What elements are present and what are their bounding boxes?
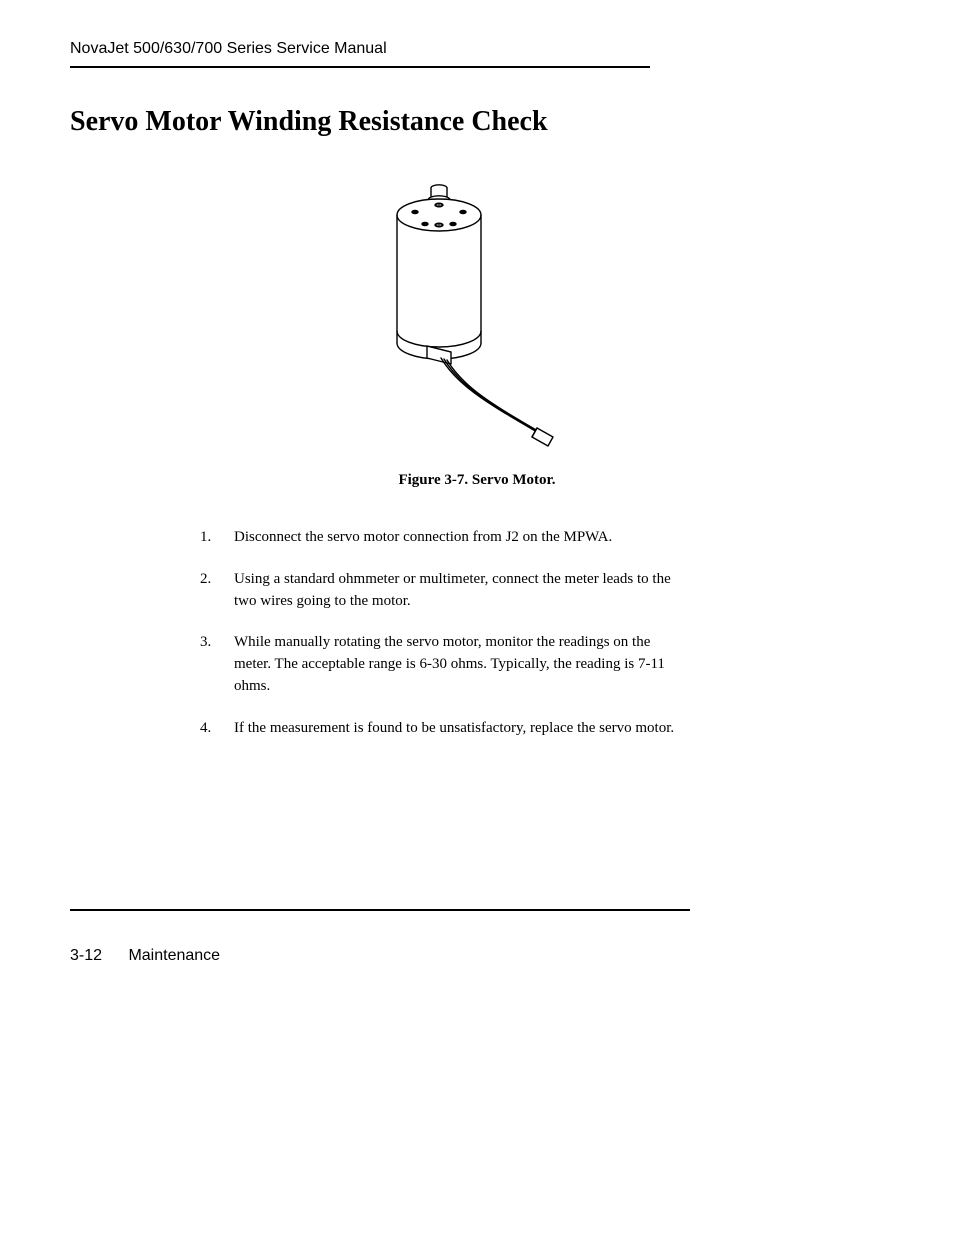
header-rule	[70, 66, 650, 68]
step-text: Using a standard ohmmeter or multimeter,…	[234, 569, 690, 613]
step-text: Disconnect the servo motor connection fr…	[234, 527, 690, 549]
section-title: Servo Motor Winding Resistance Check	[70, 106, 884, 138]
step-number: 2.	[200, 569, 234, 613]
step-number: 1.	[200, 527, 234, 549]
figure-container: Figure 3-7. Servo Motor.	[247, 178, 707, 509]
footer-section-name: Maintenance	[128, 947, 220, 964]
footer-rule	[70, 909, 690, 911]
step-text: While manually rotating the servo motor,…	[234, 632, 690, 697]
document-page: NovaJet 500/630/700 Series Service Manua…	[0, 0, 954, 1235]
step-item: 1. Disconnect the servo motor connection…	[200, 527, 690, 549]
step-item: 4. If the measurement is found to be uns…	[200, 718, 690, 740]
content-spacer	[70, 759, 884, 909]
page-header: NovaJet 500/630/700 Series Service Manua…	[70, 40, 884, 58]
step-item: 2. Using a standard ohmmeter or multimet…	[200, 569, 690, 613]
step-number: 4.	[200, 718, 234, 740]
step-item: 3. While manually rotating the servo mot…	[200, 632, 690, 697]
page-number: 3-12	[70, 947, 124, 965]
page-footer: 3-12 Maintenance	[70, 947, 884, 965]
servo-motor-illustration	[367, 178, 587, 458]
figure-caption: Figure 3-7. Servo Motor.	[247, 472, 707, 489]
procedure-steps: 1. Disconnect the servo motor connection…	[200, 527, 690, 759]
step-number: 3.	[200, 632, 234, 697]
step-text: If the measurement is found to be unsati…	[234, 718, 690, 740]
